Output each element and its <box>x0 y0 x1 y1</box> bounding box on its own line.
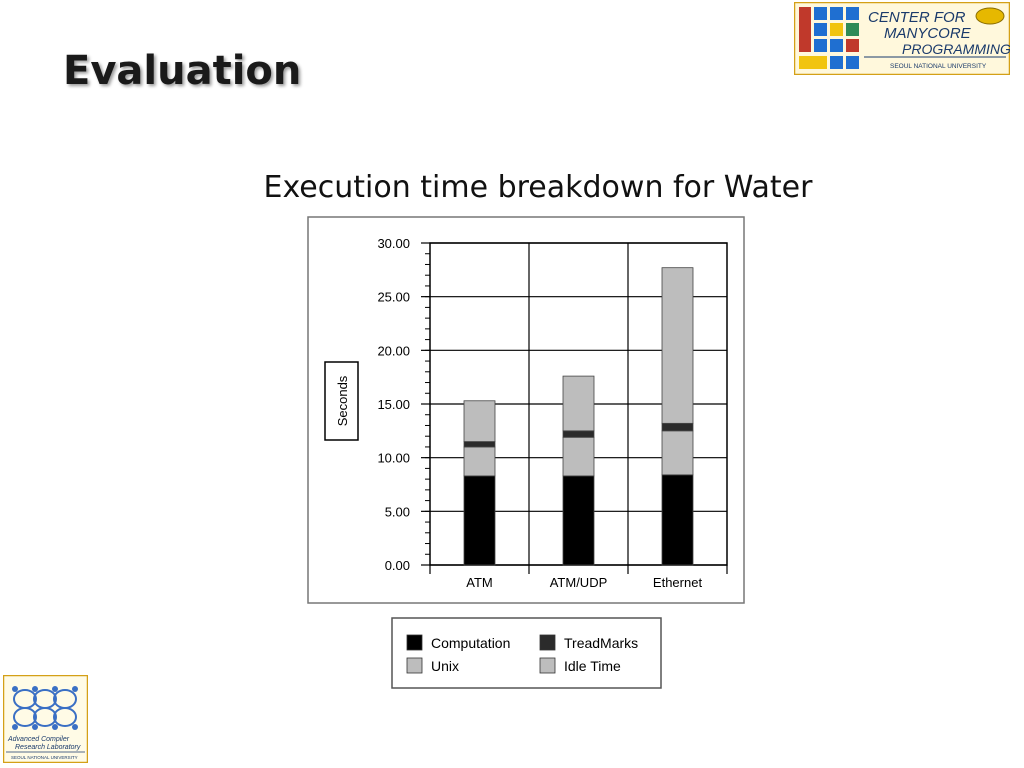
bar-segment-treadmarks <box>661 422 694 432</box>
logo-line3: PROGRAMMING <box>902 41 1010 57</box>
y-tick-label: 10.00 <box>377 451 410 466</box>
bar-segment-treadmarks <box>463 441 496 448</box>
logo-sub: SEOUL NATIONAL UNIVERSITY <box>890 63 987 70</box>
bar-segment-unix <box>463 446 496 477</box>
y-tick-label: 20.00 <box>377 343 410 358</box>
legend-swatch <box>406 634 423 651</box>
lab-logo-line2: Research Laboratory <box>15 744 81 751</box>
x-tick-label: ATM/UDP <box>550 575 608 590</box>
bar-segment-unix <box>562 436 595 477</box>
legend-swatch <box>539 634 556 651</box>
bar-segment-computation <box>661 474 694 566</box>
bar-segment-computation <box>463 475 496 566</box>
y-tick-label: 5.00 <box>385 504 410 519</box>
bar-segment-computation <box>562 475 595 566</box>
y-tick-labels: 0.00 5.00 10.00 15.00 20.00 25.00 30.00 <box>377 236 410 573</box>
bar-segment-idle-time <box>463 400 496 442</box>
chart-title: Execution time breakdown for Water <box>263 170 813 205</box>
y-axis-ticks <box>421 242 728 574</box>
center-for-manycore-programming-logo: CENTER FOR MANYCORE PROGRAMMING SEOUL NA… <box>794 2 1010 75</box>
legend-label: TreadMarks <box>564 635 638 651</box>
y-axis-label: Seconds <box>335 375 350 426</box>
bar-segment-idle-time <box>562 375 595 432</box>
legend-label: Computation <box>431 635 510 651</box>
bars <box>463 267 694 566</box>
x-tick-label: ATM <box>466 575 492 590</box>
bar-segment-idle-time <box>661 267 694 424</box>
advanced-compiler-research-laboratory-logo: Advanced Compiler Research Laboratory SE… <box>3 675 88 763</box>
lab-logo-line1: Advanced Compiler <box>7 736 70 743</box>
y-tick-label: 0.00 <box>385 558 410 573</box>
legend-swatch <box>539 657 556 674</box>
legend: Computation TreadMarks Unix Idle Time <box>406 634 638 674</box>
bar-segment-unix <box>661 430 694 476</box>
legend-swatch <box>406 657 423 674</box>
y-tick-label: 30.00 <box>377 236 410 251</box>
y-tick-label: 25.00 <box>377 290 410 305</box>
logo-line1: CENTER FOR <box>868 9 966 26</box>
x-tick-label: Ethernet <box>653 575 703 590</box>
logo-line2: MANYCORE <box>884 25 972 42</box>
bar-segment-treadmarks <box>562 430 595 438</box>
y-axis-label-box <box>324 361 359 441</box>
x-tick-labels: ATM ATM/UDP Ethernet <box>466 575 702 590</box>
legend-label: Idle Time <box>564 658 621 674</box>
slide-title: Evaluation <box>63 48 302 94</box>
lab-logo-sub: SEOUL NATIONAL UNIVERSITY <box>11 755 78 760</box>
legend-box <box>391 617 662 689</box>
legend-label: Unix <box>431 658 459 674</box>
y-tick-label: 15.00 <box>377 397 410 412</box>
